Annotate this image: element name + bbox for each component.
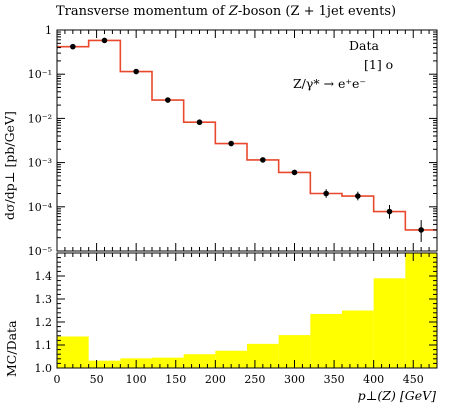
data-marker [323,190,329,197]
data-point [196,119,203,126]
main-y-tick-label: 10⁻¹ [28,68,52,81]
data-point [260,157,266,163]
main-y-tick-label: 10⁻⁵ [28,245,52,258]
x-tick-label: 200 [205,373,226,386]
ratio-y-tick-label: 1.2 [35,316,53,329]
chart-title: Transverse momentum of Z-boson (Z + 1jet… [56,4,397,19]
ratio-band-bin [342,310,374,368]
main-panel: 1 10⁻¹ 10⁻² 10⁻³ 10⁻⁴ 10⁻⁵ [28,24,438,258]
data-marker [70,43,76,50]
ratio-y-tick-label: 1.4 [35,270,53,283]
x-tick-label: 50 [90,373,104,386]
data-point [386,204,393,219]
data-marker [355,193,361,199]
x-tick-label: 250 [244,373,265,386]
main-y-tick-label: 10⁻² [28,112,52,125]
main-y-axis-label: dσ/dp⊥ [pb/GeV] [2,111,17,220]
x-tick-label: 0 [54,373,61,386]
ratio-band-bin [373,278,406,368]
data-point [355,191,361,201]
data-point [133,68,139,75]
x-tick-label: 150 [165,373,186,386]
ratio-band-bin [57,336,89,368]
data-point [228,140,234,147]
ratio-band-bin [215,350,247,368]
legend-label-data: Data [349,38,379,53]
x-tick-label: 300 [284,373,305,386]
data-point [70,43,76,50]
x-tick-label: 100 [126,373,147,386]
data-marker [101,37,108,44]
ratio-y-tick-label: 1.1 [35,339,53,352]
main-y-tick-label: 10⁻⁴ [28,201,53,214]
data-marker [386,208,393,215]
main-y-tick-label: 10⁻³ [28,157,52,170]
x-tick-label: 350 [324,373,345,386]
data-marker [165,97,171,103]
data-marker [291,169,298,176]
data-point [291,169,298,176]
ratio-y-tick-label: 1.0 [35,362,53,375]
main-y-tick-label: 1 [45,24,52,37]
ratio-y-axis-label: MC/Data [4,320,19,377]
legend-process-label: Z/γ* → e⁺e⁻ [293,76,367,91]
x-axis-label: p⊥(Z) [GeV] [357,388,436,403]
legend-label-mc: [1] o [364,57,394,72]
data-marker [228,140,234,147]
data-point [418,220,424,242]
data-marker [260,157,266,163]
x-tick-label: 400 [363,373,384,386]
ratio-panel: 1.0 1.1 1.2 1.3 1.4 0 50 100 150 200 250 300 350 400 4… [35,252,438,386]
ratio-band-bin [310,313,342,368]
data-marker [133,68,139,75]
ratio-band-bin [405,253,437,368]
x-tick-label: 450 [403,373,424,386]
data-marker [196,119,203,126]
ratio-band-bin [247,343,279,368]
mc-histogram-line [57,39,437,231]
data-point [323,189,329,198]
data-marker [418,227,424,233]
ratio-y-tick-label: 1.3 [35,293,53,306]
data-point [165,97,171,103]
data-point [101,37,108,44]
ratio-band-bin [152,357,184,368]
